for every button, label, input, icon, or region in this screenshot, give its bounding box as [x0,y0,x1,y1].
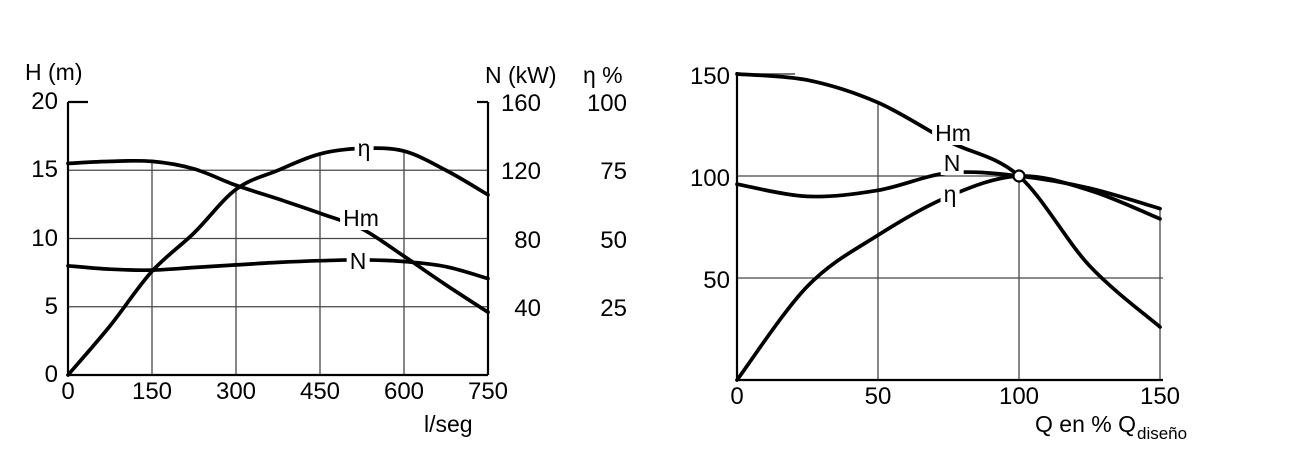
c1-left-axis-title: H (m) [25,59,83,85]
c1-left-tick-label-15: 15 [31,156,58,184]
c2-curve-label-eta: η [940,182,960,206]
c2-y-tick-label-100: 100 [689,165,730,192]
c1-left-tick-label-10: 10 [31,224,58,252]
c1-curve-label-n: N [346,249,370,273]
c2-y-tick-label-50: 50 [703,267,730,294]
c1-left-tick-label-0: 0 [44,361,58,388]
c1-x-tick-label-300: 300 [215,378,257,405]
c1-n-tick-label-160: 160 [500,90,541,117]
c1-curve-N [66,257,490,281]
c2-x-axis-title-subscript: diseño [1136,424,1188,443]
c1-x-tick-label-0: 0 [61,378,75,405]
c1-curve-eta [66,146,490,377]
c2-x-tick-label-100: 100 [998,383,1040,410]
c2-curve-label-hm: Hm [932,121,974,145]
c1-left-tick-label-5: 5 [44,292,58,320]
c1-eta-tick-label-25: 25 [600,294,627,322]
c2-curve-label-n: N [940,151,964,175]
c2-x-axis-title: Q en % Qdiseño [1035,411,1187,444]
c1-n-tick-label-120: 120 [500,158,541,186]
c1-right-outer-axis-title: η % [583,62,623,88]
c1-eta-tick-label-50: 50 [600,226,627,254]
c1-right-inner-axis-title: N (kW) [485,62,557,88]
c1-left-tick-label-20: 20 [31,88,58,115]
c1-x-tick-label-750: 750 [467,378,509,405]
c1-x-tick-label-150: 150 [131,378,173,405]
c2-x-tick-label-150: 150 [1139,383,1181,410]
c2-design-point-marker [1012,169,1026,183]
c1-curve-label-hm: Hm [340,206,382,230]
c1-curve-Hm [66,158,490,315]
c1-eta-tick-label-100: 100 [586,90,627,117]
c2-x-axis-title-main: Q en % Q [1035,411,1136,437]
c1-eta-tick-label-75: 75 [600,158,627,186]
c2-x-tick-label-0: 0 [730,383,744,410]
c1-n-tick-label-40: 40 [514,294,541,322]
c1-x-axis-unit: l/seg [424,411,473,437]
c2-x-tick-label-50: 50 [864,383,892,410]
c1-x-tick-label-450: 450 [299,378,341,405]
c2-y-tick-label-150: 150 [689,63,730,90]
c1-x-tick-label-600: 600 [383,378,425,405]
c1-n-tick-label-80: 80 [514,226,541,254]
c1-curve-label-eta: η [354,136,374,160]
